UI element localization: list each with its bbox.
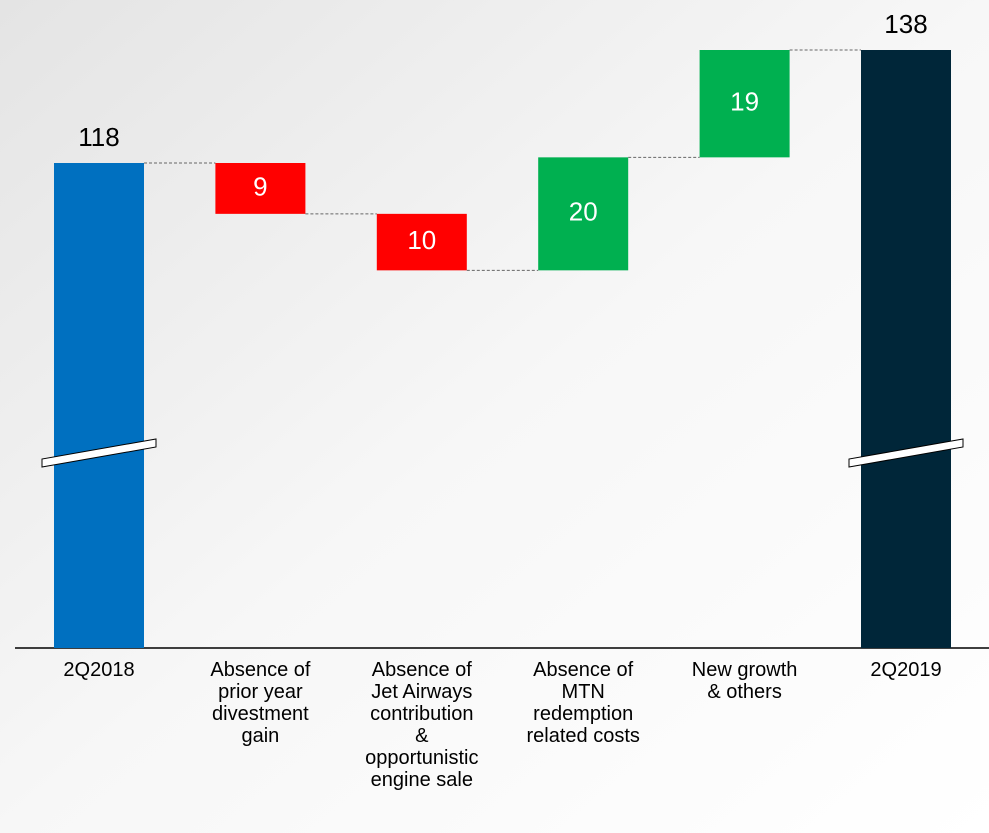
bar — [215, 163, 306, 214]
value-label: 20 — [569, 197, 598, 227]
label-line: redemption — [533, 703, 633, 725]
label-line: Absence of — [210, 659, 311, 681]
label-line: engine sale — [371, 769, 473, 791]
label-line: divestment — [212, 703, 309, 725]
label-line: & — [415, 725, 429, 747]
x-tick-label: Absence of MTN redemption related costs — [527, 659, 640, 747]
value-label: 10 — [407, 225, 436, 255]
label-line: Absence of — [533, 659, 634, 681]
label-line: 2Q2018 — [63, 659, 134, 681]
bar — [538, 157, 629, 271]
label-line: New growth — [692, 659, 798, 681]
label-line: opportunistic — [365, 747, 478, 769]
label-line: Jet Airways — [371, 681, 472, 703]
axis-break — [848, 438, 964, 468]
value-label: 19 — [730, 87, 759, 117]
x-tick-label: Absence of Jet Airways contribution & opport… — [365, 659, 478, 791]
label-line: & others — [707, 681, 781, 703]
x-tick-label: New growth & others — [692, 659, 798, 703]
label-line: 2Q2019 — [870, 659, 941, 681]
label-line: Absence of — [372, 659, 473, 681]
value-label: 118 — [78, 122, 119, 152]
value-label: 9 — [253, 171, 267, 201]
label-line: MTN — [562, 681, 605, 703]
bar — [54, 163, 144, 648]
bar — [376, 213, 467, 271]
label-line: gain — [241, 725, 279, 747]
x-tick-label: 2Q2019 — [870, 659, 941, 681]
label-line: contribution — [370, 703, 473, 725]
label-line: prior year — [218, 681, 303, 703]
value-label: 138 — [884, 9, 927, 39]
x-tick-label: Absence of prior year divestment gain — [210, 659, 311, 747]
bar — [861, 50, 951, 648]
label-line: related costs — [527, 725, 640, 747]
x-tick-label: 2Q2018 — [63, 659, 134, 681]
axis-break — [41, 438, 157, 468]
bar — [699, 50, 790, 158]
